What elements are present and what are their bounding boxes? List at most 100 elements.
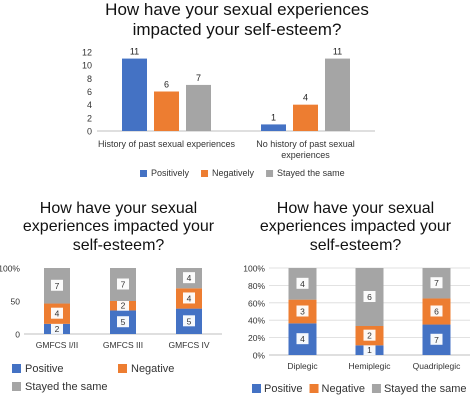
- data-label: 2: [121, 301, 126, 311]
- y-tick-label: 80%: [248, 281, 265, 291]
- y-tick-label: 8: [87, 74, 92, 84]
- data-label-box: [430, 277, 443, 289]
- data-label: 2: [55, 324, 60, 334]
- y-tick-label: 100%: [0, 264, 20, 274]
- data-label-box: [296, 305, 309, 317]
- legend-swatch: [201, 170, 209, 177]
- legend-swatch: [371, 384, 381, 393]
- data-label-box: [183, 272, 195, 284]
- y-tick-label: 0%: [253, 351, 266, 361]
- legend-swatch: [118, 364, 127, 373]
- legend-label: Stayed the same: [277, 168, 345, 178]
- chart2-title: How have your sexual experiences impacte…: [0, 200, 237, 255]
- data-label-box: [51, 322, 63, 334]
- data-label-box: [117, 278, 129, 290]
- data-label: 5: [187, 316, 192, 326]
- data-label: 4: [300, 334, 305, 344]
- chart2-title-line: self-esteem?: [72, 236, 165, 254]
- data-label: 7: [121, 280, 126, 290]
- data-label: 7: [434, 335, 439, 345]
- bar: [261, 124, 286, 131]
- legend-swatch: [252, 384, 261, 393]
- data-label-box: [183, 292, 195, 304]
- data-label-box: [51, 307, 63, 319]
- bar: [325, 58, 350, 132]
- x-tick-label: Hemiplegic: [348, 361, 391, 371]
- x-tick-label: History of past sexual experiences: [98, 139, 236, 149]
- x-tick-label: No history of past sexual: [256, 139, 355, 149]
- legend-swatch: [309, 384, 319, 393]
- data-label-box: [51, 279, 63, 291]
- data-label: 11: [333, 47, 342, 57]
- data-label: 2: [367, 331, 372, 341]
- x-tick-label: GMFCS I/II: [36, 340, 79, 350]
- legend-swatch: [12, 364, 21, 373]
- legend-label: Negative: [322, 383, 365, 395]
- data-label-box: [183, 315, 195, 327]
- bar: [186, 84, 211, 131]
- y-tick-label: 10: [82, 61, 92, 71]
- legend-label: Negative: [131, 363, 174, 375]
- data-label-box: [363, 329, 376, 341]
- data-label: 4: [187, 293, 192, 303]
- data-label-box: [363, 291, 376, 302]
- data-label: 7: [196, 73, 201, 83]
- data-label: 7: [55, 281, 60, 291]
- legend-label: Positive: [264, 383, 303, 395]
- data-label: 11: [130, 47, 139, 57]
- y-tick-label: 12: [82, 48, 92, 58]
- data-label: 4: [300, 279, 305, 289]
- data-label-box: [296, 277, 309, 289]
- x-tick-label: experiences: [281, 150, 330, 160]
- data-label: 6: [367, 292, 372, 302]
- chart3-title: How have your sexual experiences impacte…: [237, 200, 474, 255]
- data-label-box: [117, 299, 129, 311]
- data-label: 7: [434, 278, 439, 288]
- bar: [293, 104, 318, 131]
- chart3-title-line: experiences impacted your: [259, 218, 452, 236]
- legend-label: Stayed the same: [25, 381, 108, 393]
- y-tick-label: 100%: [243, 264, 265, 274]
- x-tick-label: GMFCS III: [103, 340, 143, 350]
- data-label: 1: [367, 345, 372, 355]
- y-tick-label: 60%: [248, 298, 265, 308]
- bar: [122, 58, 147, 132]
- y-tick-label: 50: [11, 297, 21, 307]
- legend-label: Negatively: [212, 168, 255, 178]
- chart1-title: How have your sexual experiences impacte…: [0, 0, 474, 39]
- y-tick-label: 0: [15, 330, 20, 340]
- chart3-title-line: How have your sexual: [276, 200, 435, 217]
- x-tick-label: Diplegic: [287, 361, 318, 371]
- legend-swatch: [140, 170, 147, 177]
- y-tick-label: 4: [87, 100, 92, 110]
- legend-label: Stayed the same: [384, 383, 467, 395]
- data-label-box: [430, 305, 443, 317]
- bar: [154, 91, 179, 131]
- data-label-box: [430, 333, 443, 345]
- data-label: 4: [55, 309, 60, 319]
- data-label-box: [296, 333, 309, 345]
- x-tick-label: GMFCS IV: [168, 340, 209, 350]
- chart2-title-line: How have your sexual: [39, 200, 198, 217]
- y-tick-label: 0: [87, 127, 92, 137]
- x-tick-label: Quadriplegic: [413, 361, 461, 371]
- data-label-box: [363, 344, 376, 356]
- chart3-title-line: self-esteem?: [309, 236, 402, 254]
- legend-swatch: [12, 382, 21, 391]
- y-tick-label: 2: [87, 113, 92, 123]
- data-label: 4: [303, 93, 308, 103]
- legend-label: Positive: [25, 363, 64, 375]
- data-label: 6: [164, 80, 169, 90]
- chart2-title-line: experiences impacted your: [22, 218, 215, 236]
- data-label: 1: [271, 112, 276, 122]
- data-label: 6: [434, 307, 439, 317]
- chart1-title-line: impacted your self-esteem?: [132, 19, 342, 39]
- y-tick-label: 6: [87, 87, 92, 97]
- y-tick-label: 20%: [248, 333, 265, 343]
- data-label: 3: [300, 307, 305, 317]
- legend-label: Positively: [151, 168, 190, 178]
- data-label: 4: [187, 273, 192, 283]
- data-label: 5: [121, 317, 126, 327]
- legend-swatch: [266, 170, 274, 177]
